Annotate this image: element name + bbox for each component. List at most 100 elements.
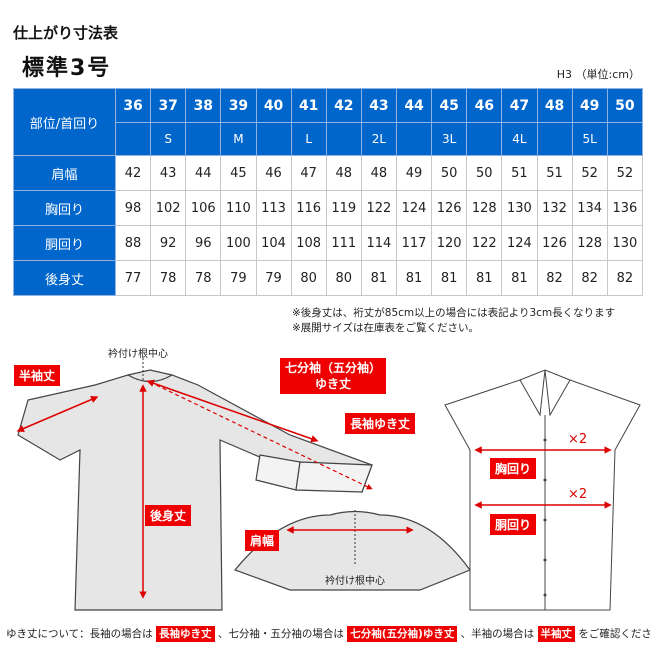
size-label-header: M (220, 122, 257, 156)
neck-size-header: 44 (395, 88, 433, 123)
shirt-diagrams (16, 358, 641, 611)
back-shirt-illustration (17, 369, 373, 611)
table-cell: 130 (501, 190, 538, 226)
three-quarter-sleeve-line1: 七分袖（五分袖） (285, 361, 382, 375)
table-cell: 134 (571, 190, 608, 226)
table-cell: 52 (571, 155, 608, 191)
row-label: 後身丈 (13, 260, 116, 296)
table-row: 後身丈 77 78 78 79 79 80 80 81 81 81 81 81 82 82 82 (13, 260, 644, 296)
table-cell: 117 (395, 225, 433, 261)
table-cell: 108 (290, 225, 327, 261)
table-cell: 52 (606, 155, 644, 191)
neck-size-header: 43 (360, 88, 398, 123)
table-cell: 130 (606, 225, 644, 261)
size-label-header: 2L (360, 122, 398, 156)
neck-point-label-bottom: 衿付け根中心 (325, 576, 385, 587)
three-quarter-sleeve-line2: ゆき丈 (315, 377, 352, 391)
table-cell: 45 (220, 155, 257, 191)
size-label-header: 3L (431, 122, 468, 156)
table-cell: 126 (431, 190, 468, 226)
table-cell: 81 (431, 260, 468, 296)
neck-size-header: 42 (325, 88, 362, 123)
footer-badge-half-sleeve: 半袖丈 (537, 626, 576, 642)
chest-label: 胸回り (490, 458, 537, 479)
table-cell: 96 (185, 225, 222, 261)
size-label-header (185, 122, 222, 156)
table-cell: 119 (325, 190, 362, 226)
footer-text-4: をご確認ください。 (578, 628, 650, 640)
half-sleeve-label: 半袖丈 (14, 365, 61, 386)
table-cell: 81 (395, 260, 433, 296)
table-cell: 44 (185, 155, 222, 191)
shoulder-label: 肩幅 (245, 530, 280, 551)
table-cell: 126 (536, 225, 573, 261)
size-label-header: S (150, 122, 187, 156)
neck-size-header: 50 (606, 88, 644, 123)
table-cell: 128 (571, 225, 608, 261)
neck-size-header: 41 (290, 88, 327, 123)
table-cell: 124 (501, 225, 538, 261)
table-cell: 98 (114, 190, 152, 226)
waist-label: 胴回り (490, 514, 537, 535)
neck-size-header: 37 (150, 88, 187, 123)
table-cell: 122 (360, 190, 398, 226)
neck-size-header: 45 (431, 88, 468, 123)
footer-text-1: ゆき丈について：長袖の場合は (6, 628, 153, 640)
size-label-header (466, 122, 503, 156)
table-cell: 100 (220, 225, 257, 261)
table-cell: 132 (536, 190, 573, 226)
footer-text-3: 、半袖の場合は (460, 628, 535, 640)
table-row: 胴回り 88 92 96 100 104 108 111 114 117 120 122 124 126 1… (13, 225, 644, 261)
table-cell: 88 (114, 225, 152, 261)
size-label-header (606, 122, 644, 156)
table-cell: 116 (290, 190, 327, 226)
footer-text-2: 、七分袖・五分袖の場合は (217, 628, 344, 640)
sleeve-length-footer: ゆき丈について：長袖の場合は 長袖ゆき丈 、七分袖・五分袖の場合は 七分袖(五分… (6, 626, 650, 642)
table-cell: 80 (290, 260, 327, 296)
table-cell: 80 (325, 260, 362, 296)
size-label-header (114, 122, 152, 156)
size-label-header: 4L (501, 122, 538, 156)
table-cell: 136 (606, 190, 644, 226)
table-cell: 120 (431, 225, 468, 261)
footer-badge-three-quarter: 七分袖(五分袖)ゆき丈 (347, 626, 458, 642)
table-row: 胸回り 98 102 106 110 113 116 119 122 124 126 128 130 13… (13, 190, 644, 226)
table-cell: 49 (395, 155, 433, 191)
table-cell: 51 (501, 155, 538, 191)
table-row: 肩幅 42 43 44 45 46 47 48 48 49 50 50 51 51 52 52 (13, 155, 644, 191)
table-cell: 79 (220, 260, 257, 296)
table-cell: 48 (325, 155, 362, 191)
table-cell: 110 (220, 190, 257, 226)
table-cell: 77 (114, 260, 152, 296)
table-cell: 113 (255, 190, 292, 226)
back-length-label: 後身丈 (145, 505, 192, 526)
neck-size-row: 部位/首回り 36 37 38 39 40 41 42 43 44 45 46 47 48 49 50 (13, 88, 644, 156)
long-sleeve-label: 長袖ゆき丈 (345, 413, 416, 434)
unit-label: H3 （単位:cm） (556, 68, 640, 81)
neck-size-header: 38 (185, 88, 222, 123)
chest-times-two: ×2 (568, 432, 588, 447)
table-cell: 106 (185, 190, 222, 226)
table-cell: 81 (466, 260, 503, 296)
waist-times-two: ×2 (568, 487, 588, 502)
front-shirt-illustration (444, 369, 641, 611)
size-label-header: L (290, 122, 327, 156)
size-label-header (536, 122, 573, 156)
table-cell: 82 (536, 260, 573, 296)
note-back-length: ※後身丈は、裄丈が85cm以上の場合には表記より3cm長くなります (292, 307, 616, 319)
neck-size-header: 49 (571, 88, 608, 123)
size-table: 部位/首回り 36 37 38 39 40 41 42 43 44 45 46 47 48 49 50 S M L 2… (13, 88, 644, 296)
table-cell: 78 (185, 260, 222, 296)
neck-point-label-top: 衿付け根中心 (108, 349, 168, 360)
corner-header: 部位/首回り (13, 88, 116, 156)
table-cell: 50 (466, 155, 503, 191)
size-label-header (255, 122, 292, 156)
neck-size-header: 36 (114, 88, 152, 123)
table-cell: 124 (395, 190, 433, 226)
size-label-header (395, 122, 433, 156)
table-cell: 79 (255, 260, 292, 296)
table-cell: 81 (360, 260, 398, 296)
neck-size-header: 40 (255, 88, 292, 123)
table-cell: 128 (466, 190, 503, 226)
